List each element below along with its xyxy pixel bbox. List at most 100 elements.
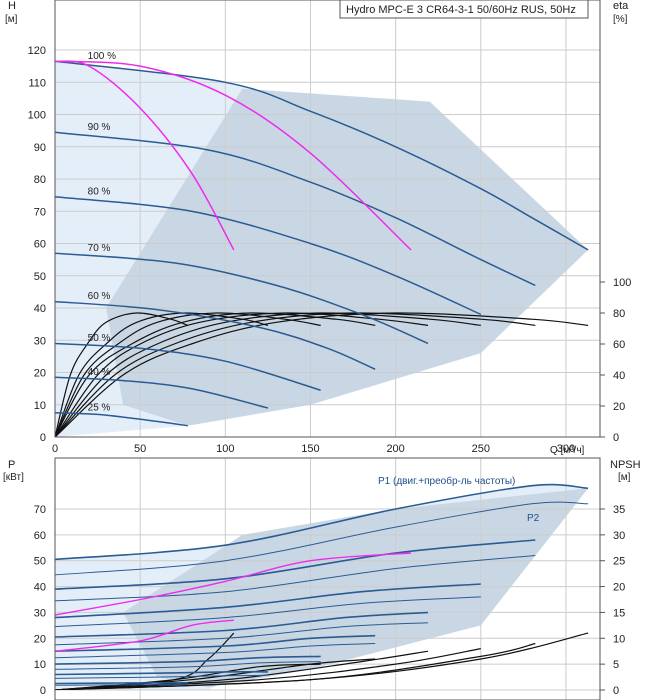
eta-curve bbox=[55, 312, 589, 437]
speed-label: 80 % bbox=[88, 186, 111, 197]
head-tick-label: 80 bbox=[34, 174, 46, 186]
chart-title-box bbox=[339, 0, 589, 19]
head-curve bbox=[55, 60, 589, 251]
flow-axis-q: Q bbox=[550, 445, 558, 456]
p1-curve bbox=[55, 483, 589, 561]
power-tick-label: 10 bbox=[34, 659, 46, 671]
head-curve bbox=[55, 131, 536, 287]
eta-curve bbox=[55, 312, 429, 437]
npsh-tick-label: 0 bbox=[613, 685, 619, 697]
p2-curve bbox=[55, 555, 536, 602]
speed-label: 90 % bbox=[88, 122, 111, 133]
head-tick-label: 10 bbox=[34, 400, 46, 412]
head-curve bbox=[55, 376, 269, 409]
head-tick-label: 90 bbox=[34, 142, 46, 154]
power-tick-label: 50 bbox=[34, 556, 46, 568]
p1-curve bbox=[55, 634, 376, 652]
p2-curve bbox=[55, 501, 589, 576]
power-tick-label: 70 bbox=[34, 504, 46, 516]
speed-label: 60 % bbox=[88, 291, 111, 302]
system-curve bbox=[55, 60, 412, 251]
flow-tick-label: 200 bbox=[386, 443, 404, 455]
flow-tick-label: 50 bbox=[134, 443, 146, 455]
system-power-curve bbox=[55, 619, 234, 652]
power-tick-label: 20 bbox=[34, 633, 46, 645]
npsh-curve bbox=[55, 650, 429, 690]
flow-tick-label: 0 bbox=[52, 443, 58, 455]
p2-curve bbox=[55, 643, 376, 659]
eta-axis-label: eta bbox=[613, 0, 629, 12]
npsh-tick-label: 30 bbox=[613, 530, 625, 542]
head-tick-label: 110 bbox=[28, 77, 46, 89]
power-plot-border bbox=[54, 457, 601, 700]
head-tick-label: 0 bbox=[40, 432, 46, 444]
p2-curve bbox=[55, 596, 481, 628]
p1-curve bbox=[55, 539, 536, 590]
p1-curve bbox=[55, 671, 268, 676]
npsh-tick-label: 5 bbox=[613, 659, 619, 671]
p1-curve bbox=[55, 583, 481, 619]
npsh-tick-label: 20 bbox=[613, 582, 625, 594]
npsh-tick-label: 35 bbox=[613, 504, 625, 516]
power-tick-label: 60 bbox=[34, 530, 46, 542]
flow-tick-label: 250 bbox=[472, 443, 490, 455]
head-curve bbox=[55, 412, 188, 427]
head-axis-unit: [м] bbox=[5, 14, 18, 25]
flow-axis-label: Q [м³/ч] bbox=[550, 445, 585, 456]
head-tick-label: 40 bbox=[34, 303, 46, 315]
head-axis-label: H bbox=[8, 0, 16, 12]
speed-label: 40 % bbox=[88, 367, 111, 378]
p1-curve bbox=[55, 611, 429, 638]
head-envelope bbox=[106, 88, 589, 426]
npsh-tick-label: 15 bbox=[613, 607, 625, 619]
npsh-curve bbox=[55, 642, 536, 690]
power-tick-label: 30 bbox=[34, 607, 46, 619]
power-tick-label: 40 bbox=[34, 582, 46, 594]
eta-tick-label: 0 bbox=[613, 432, 619, 444]
system-power-curve bbox=[55, 552, 412, 616]
p1-curve bbox=[55, 655, 321, 665]
flow-axis-unit: [м³/ч] bbox=[561, 445, 585, 456]
head-tick-label: 30 bbox=[34, 335, 46, 347]
head-curve bbox=[55, 252, 429, 345]
speed-label: 100 % bbox=[88, 51, 116, 62]
eta-tick-label: 100 bbox=[613, 277, 631, 289]
npsh-axis-label: NPSH bbox=[610, 459, 641, 471]
head-plot-border bbox=[54, 0, 601, 438]
eta-tick-label: 80 bbox=[613, 308, 625, 320]
speed-label: 70 % bbox=[88, 243, 111, 254]
eta-curve bbox=[55, 312, 189, 437]
npsh-tick-label: 10 bbox=[613, 633, 625, 645]
head-curve bbox=[55, 342, 321, 391]
power-chart: 0 10 20 30 40 50 60 70 0 5 10 15 20 25 30 35 P [кВт] NP… bbox=[3, 457, 641, 700]
power-tick-label: 0 bbox=[40, 685, 46, 697]
head-curve bbox=[55, 195, 482, 316]
head-chart: 0 50 100 150 200 250 3000102030405060708090100… bbox=[5, 0, 631, 456]
head-tick-label: 70 bbox=[34, 206, 46, 218]
p1-curve bbox=[55, 682, 188, 685]
flow-tick-label: 300 bbox=[557, 443, 575, 455]
speed-label: 25 % bbox=[88, 402, 111, 413]
p2-curve bbox=[55, 661, 321, 670]
p2-curve bbox=[55, 684, 188, 686]
system-curve bbox=[55, 60, 235, 251]
eta-tick-label: 20 bbox=[613, 401, 625, 413]
head-tick-label: 60 bbox=[34, 239, 46, 251]
p2-curve bbox=[55, 622, 429, 646]
npsh-tick-label: 25 bbox=[613, 556, 625, 568]
p1-annotation: P1 (двиг.+преобр-ль частоты) bbox=[378, 475, 515, 487]
eta-curve bbox=[55, 312, 376, 437]
p2-annotation: P2 bbox=[527, 513, 540, 524]
npsh-curve bbox=[55, 648, 481, 690]
eta-axis-unit: [%] bbox=[613, 14, 628, 25]
power-axis-label: P bbox=[8, 459, 15, 471]
eta-tick-label: 40 bbox=[613, 370, 625, 382]
head-tick-label: 20 bbox=[34, 368, 46, 380]
npsh-axis-unit: [м] bbox=[618, 472, 631, 483]
head-tick-label: 120 bbox=[28, 45, 46, 57]
flow-tick-label: 150 bbox=[301, 443, 319, 455]
head-curve bbox=[55, 300, 376, 370]
head-tick-label: 100 bbox=[28, 110, 46, 122]
eta-tick-label: 60 bbox=[613, 339, 625, 351]
